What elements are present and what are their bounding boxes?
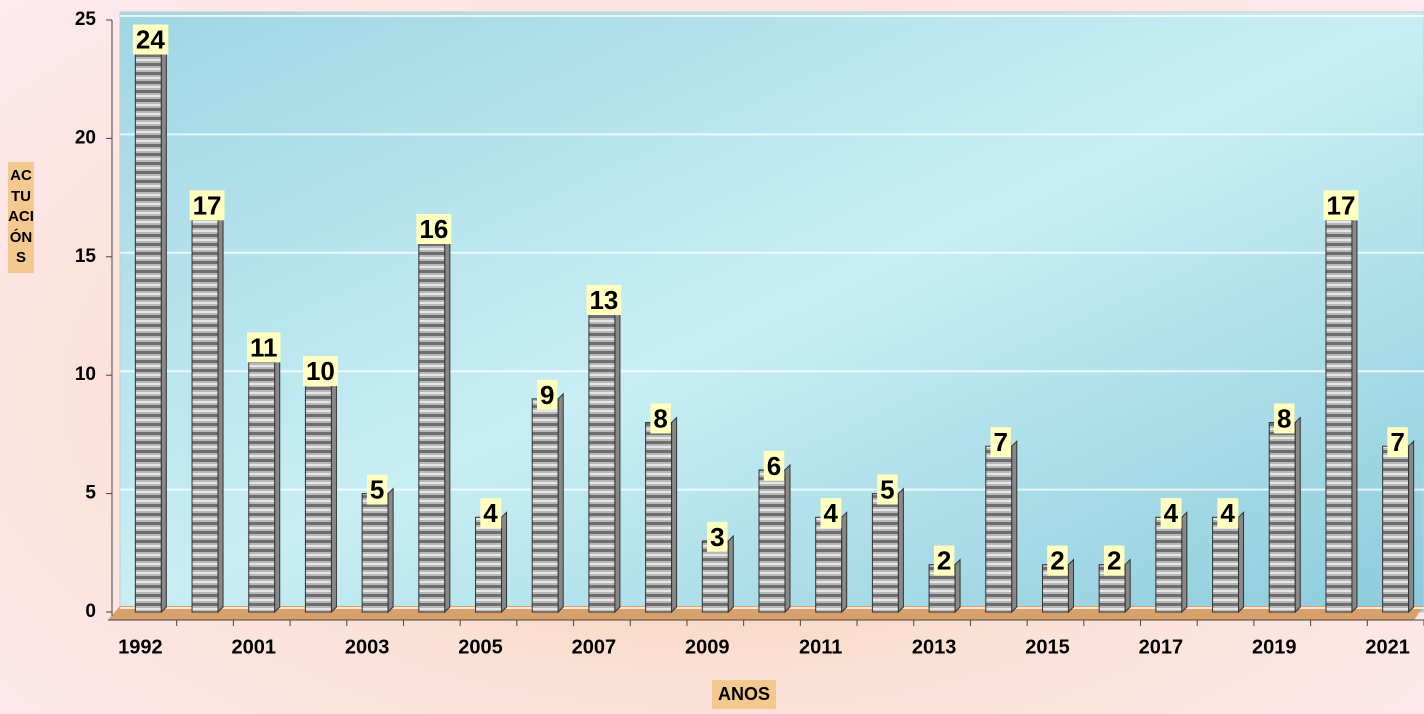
bar-side bbox=[218, 204, 223, 612]
bar bbox=[1269, 423, 1295, 612]
y-tick-label: 5 bbox=[85, 483, 96, 504]
value-label: 9 bbox=[540, 380, 554, 410]
bar-side bbox=[161, 39, 166, 612]
bar-side bbox=[955, 560, 960, 612]
bar-side bbox=[898, 489, 903, 612]
y-tick-label: 15 bbox=[75, 246, 97, 267]
bar bbox=[192, 209, 218, 612]
bar-side bbox=[1295, 418, 1300, 612]
x-tick-label: 2005 bbox=[458, 636, 503, 658]
bar-side bbox=[275, 347, 280, 612]
x-tick-label: 2009 bbox=[685, 636, 730, 658]
y-tick-label: 0 bbox=[85, 601, 96, 622]
bar-side bbox=[1182, 512, 1187, 612]
value-label: 11 bbox=[250, 332, 278, 362]
y-tick-label: 20 bbox=[75, 127, 96, 148]
bar bbox=[646, 423, 672, 612]
bar bbox=[362, 494, 388, 612]
value-label: 4 bbox=[1164, 498, 1179, 528]
bar bbox=[532, 399, 558, 612]
value-label: 2 bbox=[1107, 546, 1121, 576]
bar-side bbox=[558, 394, 563, 612]
x-tick-label: 2011 bbox=[799, 636, 842, 658]
x-tick-label: 2019 bbox=[1252, 636, 1297, 658]
bar bbox=[135, 44, 161, 612]
bar bbox=[589, 304, 615, 612]
value-label: 2 bbox=[1050, 546, 1064, 576]
bar bbox=[305, 375, 331, 612]
value-label: 5 bbox=[370, 474, 384, 504]
value-label: 16 bbox=[419, 214, 448, 244]
bar-side bbox=[785, 465, 790, 612]
x-tick-label: 1992 bbox=[118, 636, 163, 658]
bar-side bbox=[728, 536, 733, 612]
bar-side bbox=[1239, 512, 1244, 612]
page: ACTUACIÓNS ANOS 051015202519922417200111… bbox=[0, 0, 1424, 714]
value-label: 4 bbox=[483, 498, 498, 528]
bar-side bbox=[1352, 204, 1357, 612]
bar bbox=[816, 517, 842, 612]
y-tick-label: 25 bbox=[75, 9, 97, 30]
x-tick-label: 2017 bbox=[1139, 636, 1184, 658]
x-tick-label: 2015 bbox=[1025, 636, 1070, 658]
bar bbox=[986, 446, 1012, 612]
value-label: 5 bbox=[880, 474, 894, 504]
bar-side bbox=[672, 418, 677, 612]
value-label: 13 bbox=[589, 285, 618, 315]
bar-side bbox=[615, 299, 620, 612]
y-tick-label: 10 bbox=[75, 364, 96, 385]
value-label: 8 bbox=[1277, 403, 1291, 433]
x-tick-label: 2003 bbox=[345, 636, 390, 658]
bar-side bbox=[445, 228, 450, 612]
bar-side bbox=[502, 512, 507, 612]
bar bbox=[419, 233, 445, 612]
bar-side bbox=[1012, 441, 1017, 612]
x-tick-label: 2007 bbox=[572, 636, 617, 658]
value-label: 7 bbox=[1390, 427, 1404, 457]
bar bbox=[476, 517, 502, 612]
value-label: 17 bbox=[1326, 190, 1355, 220]
value-label: 6 bbox=[767, 451, 781, 481]
x-tick-label: 2013 bbox=[912, 636, 957, 658]
bar-side bbox=[842, 512, 847, 612]
value-label: 3 bbox=[710, 522, 724, 552]
bar-side bbox=[388, 489, 393, 612]
value-label: 4 bbox=[823, 498, 838, 528]
value-label: 4 bbox=[1220, 498, 1235, 528]
bar bbox=[1326, 209, 1352, 612]
value-label: 17 bbox=[193, 190, 222, 220]
bar bbox=[1383, 446, 1409, 612]
bar-side bbox=[1125, 560, 1130, 612]
bar bbox=[872, 494, 898, 612]
value-label: 7 bbox=[994, 427, 1008, 457]
bar-side bbox=[1409, 441, 1414, 612]
x-tick-label: 2021 bbox=[1365, 636, 1410, 658]
bar bbox=[249, 352, 275, 612]
value-label: 2 bbox=[937, 546, 951, 576]
bar bbox=[1156, 517, 1182, 612]
bar-side bbox=[331, 370, 336, 612]
chart: 0510152025199224172001111020035162005492… bbox=[0, 0, 1424, 714]
bar-side bbox=[1068, 560, 1073, 612]
value-label: 8 bbox=[653, 403, 667, 433]
bar bbox=[759, 470, 785, 612]
bar bbox=[1213, 517, 1239, 612]
value-label: 10 bbox=[306, 356, 335, 386]
x-tick-label: 2001 bbox=[231, 636, 276, 658]
value-label: 24 bbox=[136, 25, 165, 55]
